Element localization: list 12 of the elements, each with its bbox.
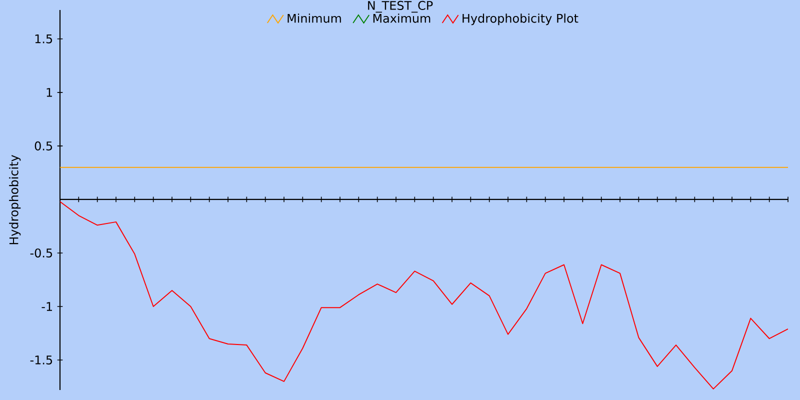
line-series bbox=[60, 201, 788, 390]
y-tick-label: 1 bbox=[46, 88, 52, 97]
y-tick-label: 0.5 bbox=[34, 141, 52, 150]
chart-title: N_TEST_CP bbox=[368, 0, 433, 13]
y-axis-title: Hydrophobicity bbox=[9, 154, 21, 244]
y-tick-label: -1 bbox=[42, 302, 52, 311]
legend-label: Minimum bbox=[288, 14, 341, 23]
y-tick-label: -1.5 bbox=[30, 356, 52, 364]
y-tick-label: -0.5 bbox=[30, 248, 52, 258]
y-tick-label: 1.5 bbox=[35, 34, 52, 44]
legend-label: Hydrophobicity Plot bbox=[462, 14, 578, 26]
legend-label: Maximum bbox=[373, 14, 430, 23]
